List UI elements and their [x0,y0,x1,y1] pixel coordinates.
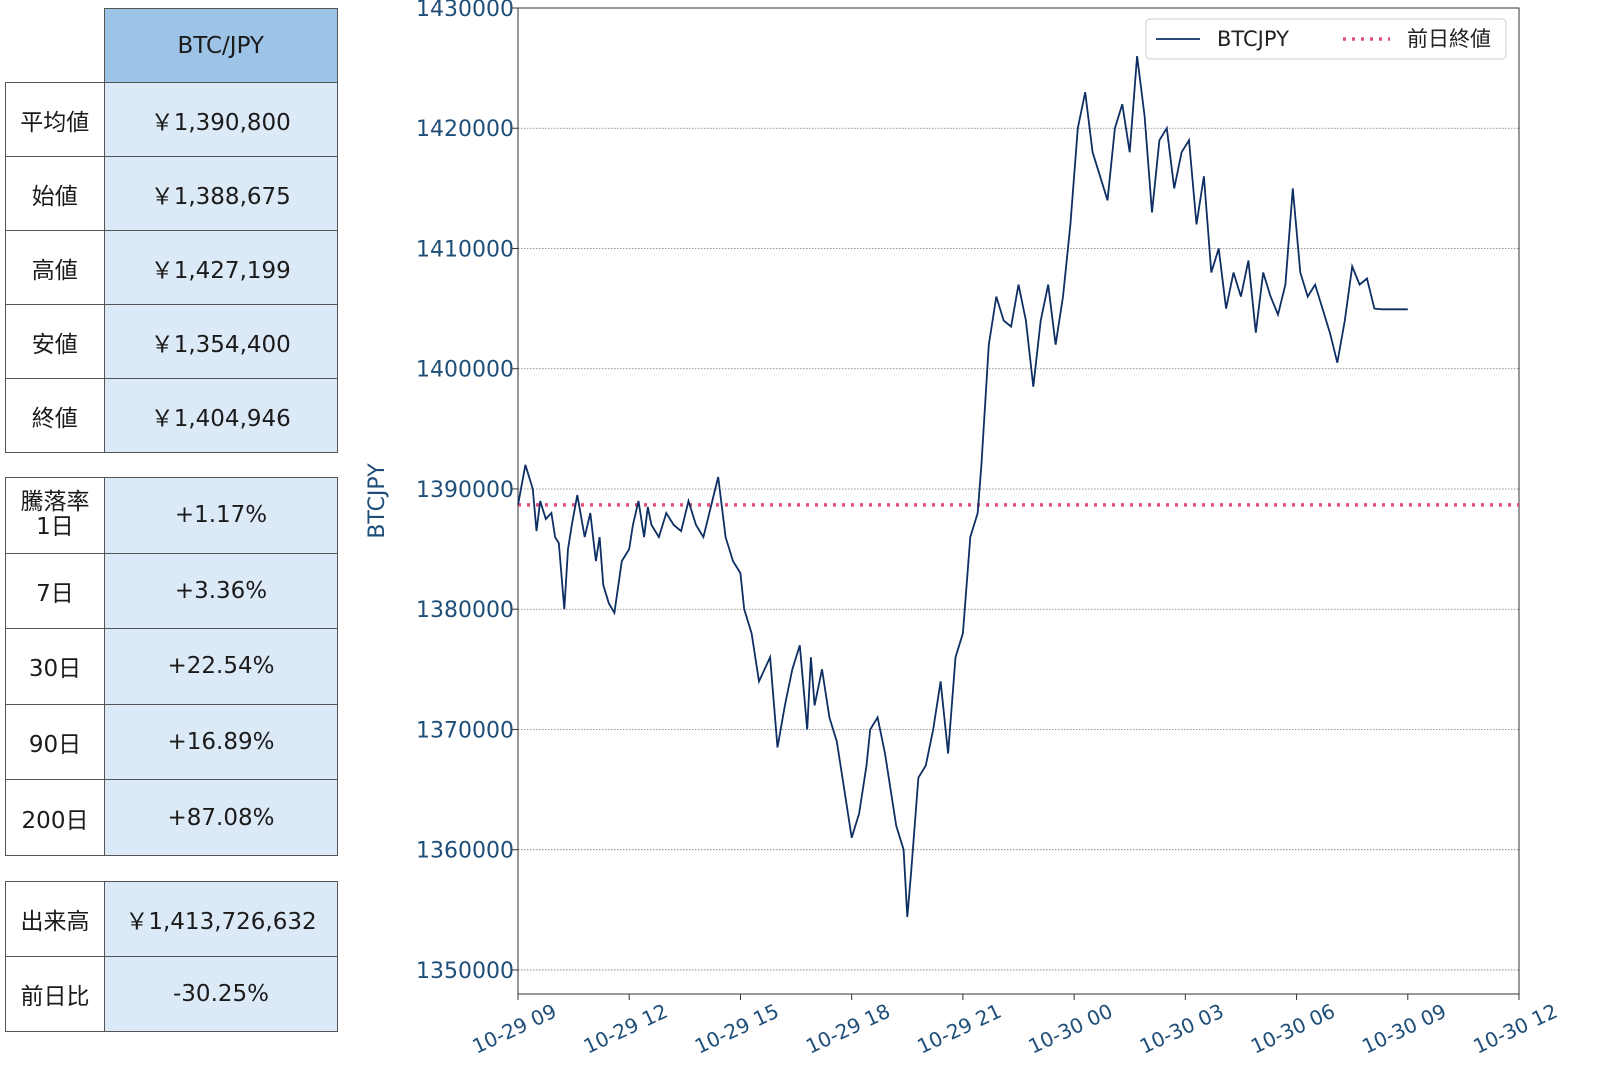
change-rate-table: 騰落率 1日 +1.17% 7日 +3.36% 30日 +22.54% 90日 … [5,477,338,856]
x-tick-label: 10-30 09 [1358,999,1450,1059]
row-label: 安値 [5,304,105,379]
y-tick-label: 1370000 [416,718,514,743]
row-value: ￥1,427,199 [103,230,338,305]
row-value: +1.17% [104,477,338,554]
row-value: ￥1,354,400 [103,304,338,379]
change-rate-title: 騰落率 [20,489,90,516]
header-blank-cell [5,8,105,83]
legend-label-prev-close: 前日終値 [1407,27,1491,51]
y-tick-label: 1360000 [416,839,514,864]
table-row: 始値 ￥1,388,675 [5,156,338,231]
row-label-change-rate: 騰落率 1日 [5,477,105,554]
volume-table: 出来高 ￥1,413,726,632 前日比 -30.25% [5,881,338,1032]
y-tick-label: 1420000 [416,117,514,142]
x-tick-label: 10-29 12 [580,999,672,1059]
row-value: +3.36% [104,552,338,630]
table-row: 出来高 ￥1,413,726,632 [5,881,338,957]
table-row: 終値 ￥1,404,946 [5,378,338,453]
y-axis-label: BTCJPY [365,463,390,539]
plot-frame [517,7,1520,995]
table-row: 高値 ￥1,427,199 [5,230,338,305]
row-label: 始値 [5,156,105,231]
y-axis-ticks: 1350000 1360000 1370000 1380000 1390000 14000… [416,0,518,984]
table-row: 30日 +22.54% [5,628,338,705]
x-tick-label: 10-30 00 [1025,999,1117,1059]
row-value: +16.89% [104,703,338,781]
row-label: 高値 [5,230,105,305]
row-value: ￥1,404,946 [103,378,338,453]
y-tick-label: 1410000 [416,237,514,262]
row-label: 200日 [5,779,105,856]
row-value: +87.08% [104,779,338,856]
row-value: ￥1,390,800 [103,82,338,157]
btcjpy-series-line [517,55,1408,918]
summary-header-row: BTC/JPY [5,8,338,83]
row-label: 平均値 [5,82,105,157]
row-label: 前日比 [5,956,105,1032]
x-tick-label: 10-29 09 [468,999,560,1059]
table-row: 90日 +16.89% [5,703,338,781]
row-value: ￥1,388,675 [103,156,338,231]
table-row: 平均値 ￥1,390,800 [5,82,338,157]
row-label: 30日 [5,628,105,705]
summary-table: BTC/JPY 平均値 ￥1,390,800 始値 ￥1,388,675 高値 … [5,8,338,453]
row-label: 出来高 [5,881,105,957]
x-tick-label: 10-30 06 [1247,999,1339,1059]
table-row: 前日比 -30.25% [5,956,338,1032]
table-row: 200日 +87.08% [5,779,338,856]
row-label: 90日 [5,703,105,781]
x-axis-ticks: 10-29 09 10-29 12 10-29 15 10-29 18 10-29 21… [468,994,1561,1059]
y-tick-label: 1390000 [416,478,514,503]
table-row: 安値 ￥1,354,400 [5,304,338,379]
summary-header: BTC/JPY [103,8,338,83]
table-row: 騰落率 1日 +1.17% [5,477,338,554]
x-tick-label: 10-29 15 [691,999,783,1059]
legend-box [1145,18,1507,60]
x-tick-label: 10-29 18 [802,999,894,1059]
x-tick-label: 10-30 03 [1136,999,1228,1059]
row-value: +22.54% [104,628,338,705]
table-row: 7日 +3.36% [5,552,338,630]
y-tick-label: 1380000 [416,598,514,623]
legend-label-btcjpy: BTCJPY [1217,27,1289,51]
y-tick-label: 1350000 [416,959,514,984]
row-value: -30.25% [104,956,338,1032]
y-tick-label: 1430000 [416,0,514,22]
row-value: ￥1,413,726,632 [104,881,338,957]
x-tick-label: 10-30 12 [1469,999,1561,1059]
y-tick-label: 1400000 [416,358,514,383]
legend: BTCJPY 前日終値 [1145,18,1507,60]
grid-lines [518,7,1519,971]
change-rate-period: 1日 [36,514,74,541]
x-tick-label: 10-29 21 [913,999,1005,1059]
